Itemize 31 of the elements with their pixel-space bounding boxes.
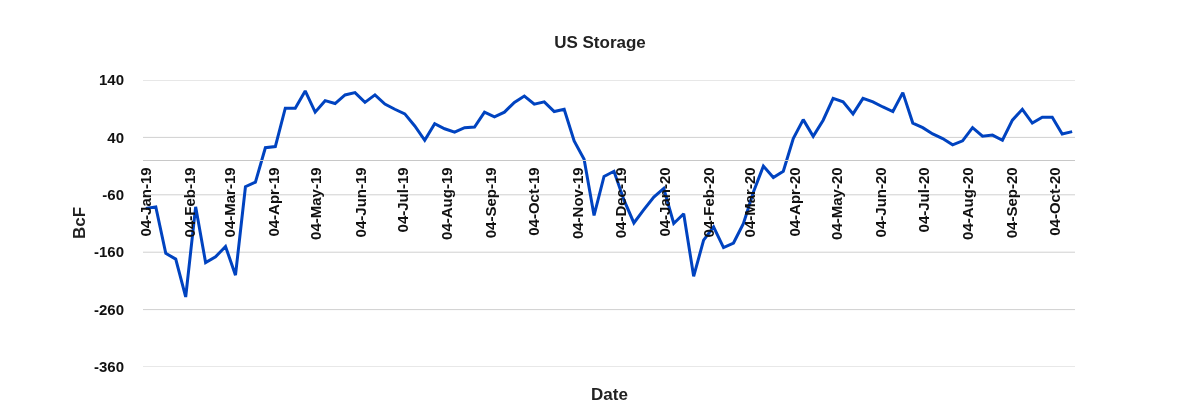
x-tick-label: 04-Sep-20 (1003, 167, 1021, 239)
y-tick-label: -260 (93, 300, 124, 318)
x-tick-label: 04-Aug-20 (959, 167, 977, 240)
x-tick-label: 04-Nov-19 (569, 167, 587, 240)
x-tick-label: 04-Apr-20 (785, 167, 803, 237)
x-tick-label: 04-Jun-19 (351, 167, 369, 238)
x-tick-label: 04-Feb-20 (700, 167, 718, 238)
x-tick-label: 04-Jan-20 (656, 167, 674, 237)
x-tick-label: 04-Dec-19 (611, 167, 629, 239)
x-tick-label: 04-Jul-19 (394, 167, 412, 233)
y-tick-label: -360 (93, 358, 124, 376)
chart-title: US Storage (554, 32, 646, 52)
y-tick-label: 40 (107, 128, 124, 146)
x-tick-label: 04-Mar-20 (741, 167, 759, 238)
x-tick-label: 04-Jan-19 (136, 167, 154, 237)
x-tick-label: 04-Mar-19 (220, 167, 238, 238)
y-axis-title: BcF (70, 206, 89, 239)
x-tick-label: 04-Jul-20 (915, 167, 933, 233)
x-tick-label: 04-Oct-20 (1045, 167, 1063, 236)
y-tick-label: 140 (98, 71, 124, 89)
x-tick-label: 04-Oct-19 (525, 167, 543, 236)
x-tick-label: 04-May-19 (307, 167, 325, 240)
y-tick-label: -160 (93, 243, 124, 261)
x-tick-label: 04-Jun-20 (872, 167, 890, 238)
x-tick-label: 04-Apr-19 (264, 167, 282, 237)
x-tick-label: 04-Sep-19 (482, 167, 500, 239)
y-tick-label: -60 (102, 186, 124, 204)
x-tick-label: 04-Feb-19 (180, 167, 198, 238)
x-tick-label: 04-May-20 (828, 167, 846, 240)
x-axis-title: Date (591, 385, 628, 404)
x-tick-label: 04-Aug-19 (438, 167, 456, 240)
